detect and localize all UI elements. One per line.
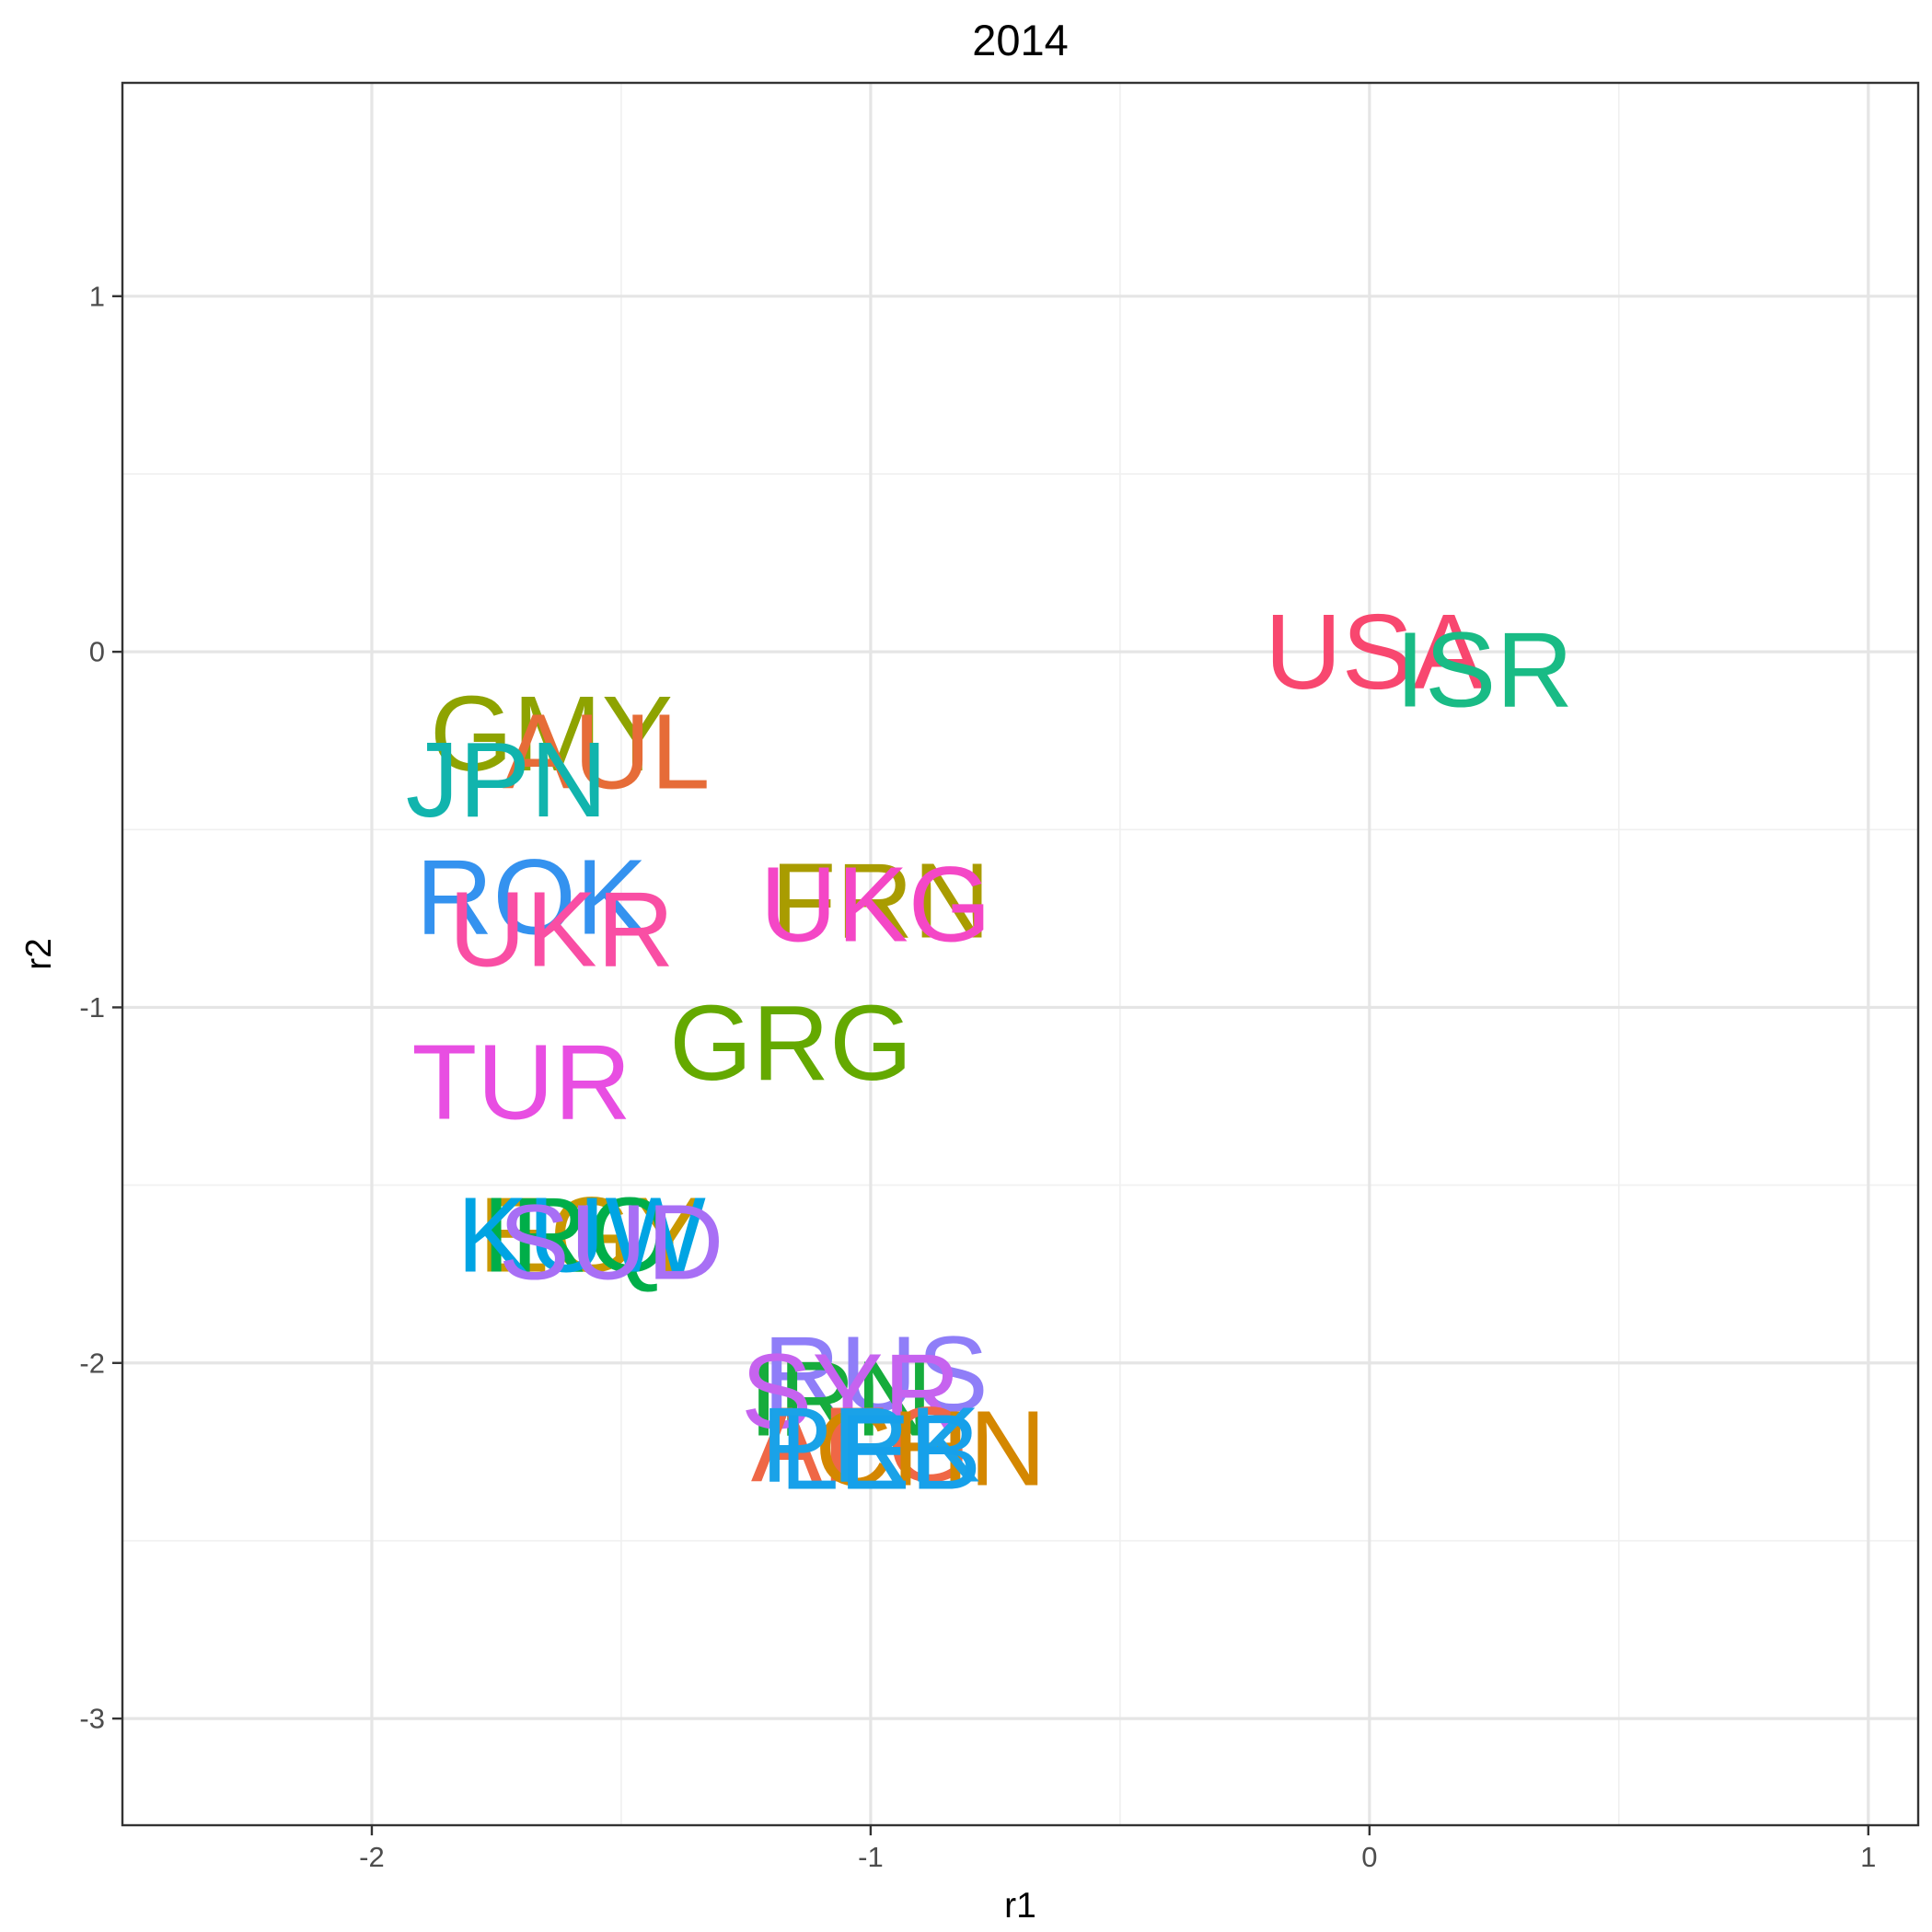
x-tick-label: -2 [359,1841,385,1873]
major-gridlines [122,83,1918,1825]
point-label-syr: SYR [741,1332,961,1452]
point-label-jpn: JPN [406,720,607,839]
point-label-rok: ROK [416,838,647,957]
point-label-irn: IRN [749,1338,933,1458]
y-axis-title: r2 [19,938,59,970]
point-label-ukr: UKR [448,869,674,989]
minor-gridlines [121,83,1918,1825]
x-tick-label: 1 [1860,1841,1876,1873]
point-label-sud: SUD [499,1182,724,1301]
panel-border [121,81,1920,1827]
point-label-kuw: KUW [457,1175,706,1295]
y-tick-label: 1 [89,280,105,312]
point-label-grg: GRG [669,983,912,1103]
y-tick-label: 0 [89,636,105,668]
y-axis-ticks: -3 -2 -1 0 1 [79,280,122,1735]
y-tick-label: -3 [79,1703,105,1735]
point-label-gmy: GMY [430,674,673,793]
point-label-irq: IRQ [481,1175,671,1295]
plot-title: 2014 [972,16,1069,64]
point-label-aul: AUL [503,691,711,811]
point-label-isr: ISR [1395,609,1573,729]
point-label-frn: FRN [771,841,990,961]
point-label-usa: USA [1265,592,1485,711]
point-label-egy: EGY [479,1175,704,1295]
point-label-leb: LEB [780,1392,981,1511]
x-axis-ticks: -2 -1 0 1 [359,1825,1876,1873]
point-label-rus: RUS [763,1313,989,1433]
x-axis-title: r1 [1004,1886,1036,1926]
point-label-ukg: UKG [760,844,991,964]
point-label-chn: CHN [815,1388,1046,1508]
x-tick-label: 0 [1361,1841,1377,1873]
point-label-prk: PRK [761,1385,981,1505]
point-label-tur: TUR [411,1023,631,1142]
y-tick-label: -1 [79,991,105,1024]
point-label-afg: AFG [751,1385,970,1505]
y-tick-label: -2 [79,1347,105,1379]
x-tick-label: -1 [858,1841,884,1873]
